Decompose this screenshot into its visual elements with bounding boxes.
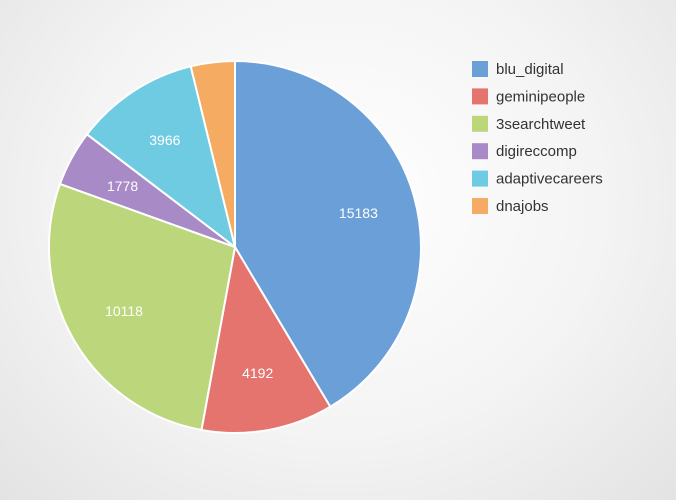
pie-value-labels: 15183 4192 10118 1778 3966 [105, 132, 378, 381]
pie-slice-adaptivecareers [85, 65, 237, 250]
legend-swatch-3searchtweet [472, 115, 488, 132]
legend-item-3searchtweet: 3searchtweet [472, 115, 586, 133]
legend-swatch-blu_digital [472, 61, 488, 77]
legend-swatch-dnajobs [472, 198, 488, 214]
pie-slice-dnajobs [189, 59, 236, 248]
slice-value-label-digireccomp: 1778 [107, 178, 138, 194]
pie-slices [48, 59, 422, 434]
legend-item-digireccomp: digireccomp [472, 143, 577, 160]
legend-item-dnajobs: dnajobs [472, 198, 549, 215]
legend-item-adaptivecareers: adaptivecareers [472, 170, 603, 188]
legend-label-dnajobs: dnajobs [496, 198, 549, 215]
legend-label-geminipeople: geminipeople [496, 88, 585, 105]
legend-swatch-adaptivecareers [472, 170, 488, 187]
legend-swatch-geminipeople [472, 88, 488, 105]
legend: blu_digital geminipeople 3searchtweet digir… [472, 61, 603, 215]
slice-value-label-3searchtweet: 10118 [105, 303, 143, 319]
slice-value-label-blu_digital: 15183 [339, 205, 378, 221]
legend-label-digireccomp: digireccomp [496, 143, 577, 160]
legend-item-blu_digital: blu_digital [472, 61, 564, 78]
slice-value-label-adaptivecareers: 3966 [149, 132, 180, 148]
legend-label-blu_digital: blu_digital [496, 61, 564, 78]
pie-slice-geminipeople [200, 244, 332, 434]
pie-slice-3searchtweet [48, 182, 237, 432]
legend-label-adaptivecareers: adaptivecareers [496, 171, 603, 188]
pie-slice-blu_digital [234, 59, 422, 409]
legend-label-3searchtweet: 3searchtweet [496, 116, 586, 133]
legend-item-geminipeople: geminipeople [472, 88, 585, 105]
legend-swatch-digireccomp [472, 143, 488, 160]
slice-value-label-geminipeople: 4192 [242, 365, 273, 381]
